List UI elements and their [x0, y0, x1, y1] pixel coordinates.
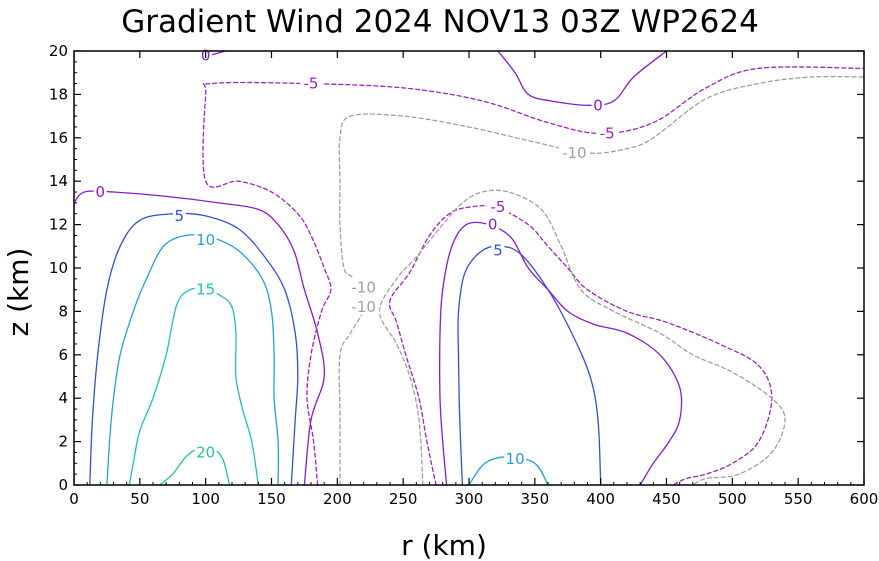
contour-label-bg-6	[93, 183, 107, 201]
contour-layer	[73, 50, 865, 486]
y-tick-label-5: 10	[49, 259, 68, 277]
x-axis-label: r (km)	[401, 529, 487, 561]
contour-line-20-0	[158, 446, 231, 486]
contour-label-bg-2	[194, 230, 217, 248]
x-axis-ticks: 0 50 100 150 200 250 300 350 400 450 500 550 600	[69, 51, 878, 508]
x-tick-label-6: 300	[455, 490, 484, 508]
contour-line-neg5-11	[388, 205, 773, 486]
x-tick-label-5: 250	[389, 490, 418, 508]
chart-title: Gradient Wind 2024 NOV13 03Z WP2624	[121, 4, 759, 40]
contour-label-bg-1	[194, 280, 217, 298]
x-tick-label-8: 400	[586, 490, 615, 508]
contour-label-bg-7	[486, 215, 500, 233]
contour-line-5-4	[89, 212, 299, 486]
contour-line-neg10-12	[338, 75, 865, 486]
contour-label-14: -10	[351, 279, 376, 297]
contour-label-15: -10	[562, 144, 587, 162]
contour-label-bg-10	[300, 74, 322, 92]
y-tick-label-2: 4	[58, 389, 68, 407]
contour-label-bg-13	[348, 298, 380, 316]
contour-label-0: 20	[196, 443, 215, 461]
contour-line-0-9	[497, 50, 668, 106]
y-tick-label-9: 18	[49, 85, 68, 103]
x-tick-label-10: 500	[718, 490, 747, 508]
y-tick-label-6: 12	[49, 216, 68, 234]
contour-line-0-6	[73, 190, 326, 486]
y-tick-label-1: 2	[58, 433, 68, 451]
y-tick-label-7: 14	[49, 172, 68, 190]
contour-label-bg-12	[486, 198, 509, 216]
x-tick-label-3: 150	[257, 490, 286, 508]
contour-label-13: -10	[351, 298, 376, 316]
contour-label-bg-4	[172, 206, 186, 224]
contour-label-3: 10	[506, 450, 525, 468]
contour-label-1: 15	[196, 281, 215, 299]
x-tick-label-7: 350	[521, 490, 550, 508]
x-tick-label-1: 50	[130, 490, 149, 508]
y-axis-ticks: 0 2 4 6 8 10 12 14 16 18 20	[49, 42, 864, 494]
y-tick-label-8: 16	[49, 129, 68, 147]
contour-label-12: -5	[490, 198, 505, 216]
contour-label-11: -5	[600, 124, 615, 142]
contour-label-4: 5	[175, 207, 185, 225]
contour-label-5: 5	[493, 242, 503, 260]
contour-label-6: 0	[96, 183, 106, 201]
x-tick-label-11: 550	[784, 490, 813, 508]
x-tick-label-4: 200	[323, 490, 352, 508]
contour-line-neg5-10	[202, 66, 865, 486]
contour-label-bg-0	[194, 443, 217, 461]
contour-line-neg10-13	[378, 189, 786, 486]
contour-label-bg-15	[558, 143, 590, 161]
y-tick-label-0: 0	[58, 476, 68, 494]
plot-frame	[73, 50, 865, 486]
contour-line-15-1	[128, 287, 259, 486]
x-tick-label-2: 100	[191, 490, 220, 508]
contour-label-7: 0	[488, 216, 498, 234]
y-tick-label-4: 8	[58, 302, 68, 320]
x-tick-label-9: 450	[652, 490, 681, 508]
contour-label-bg-11	[596, 124, 619, 142]
contour-label-10: -5	[304, 75, 319, 93]
x-tick-label-0: 0	[69, 490, 79, 508]
contour-label-bg-5	[491, 241, 505, 259]
y-tick-label-10: 20	[49, 42, 68, 60]
contour-label-layer: 20151010550000-5-5-5-10-10-10	[93, 46, 619, 468]
contour-label-2: 10	[196, 231, 215, 249]
contour-label-bg-9	[591, 96, 605, 114]
x-tick-label-12: 600	[850, 490, 879, 508]
y-tick-label-3: 6	[58, 346, 68, 364]
contour-label-bg-3	[504, 449, 527, 467]
y-axis-label: z (km)	[2, 248, 35, 337]
contour-line-0-7	[439, 221, 683, 486]
contour-label-bg-14	[348, 278, 380, 296]
contour-label-9: 0	[593, 96, 603, 114]
